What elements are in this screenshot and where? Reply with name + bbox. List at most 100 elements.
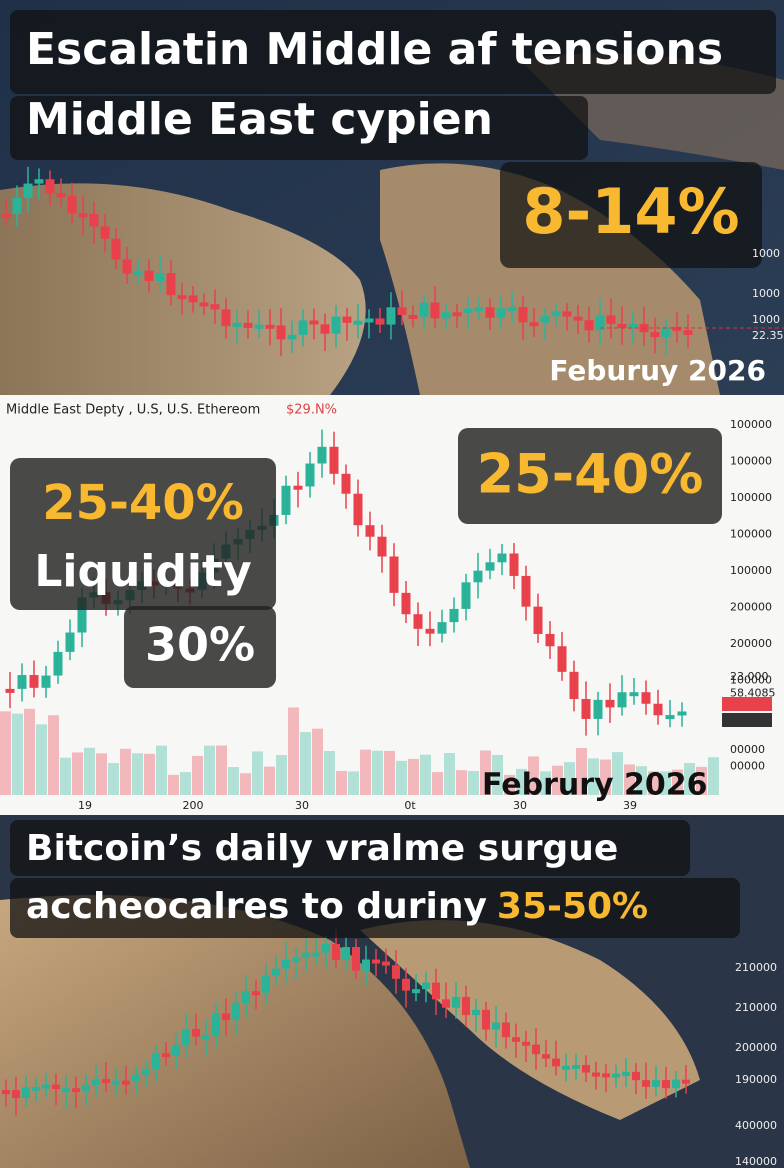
candle (242, 991, 250, 1004)
candle (188, 295, 198, 303)
candle (302, 952, 310, 958)
candle (262, 975, 270, 993)
candle (412, 989, 420, 994)
candle (650, 332, 660, 338)
candle (612, 1073, 620, 1078)
caption: accheocalres to duriny 35-50% (26, 886, 648, 927)
axis-label: 100000 (730, 455, 772, 468)
candle (82, 1084, 90, 1091)
candle (485, 562, 495, 571)
candle (282, 959, 290, 969)
volume-bar (600, 759, 611, 795)
price-tag (722, 697, 772, 711)
candle (42, 1084, 50, 1089)
candle (365, 525, 375, 537)
candle (67, 195, 77, 214)
candle (102, 1079, 110, 1084)
caption: Bitcoin’s daily vralme surgue (26, 828, 618, 869)
axis-label: 200000 (735, 1041, 777, 1054)
caption-text: accheocalres to duriny (26, 886, 487, 927)
caption-box (10, 820, 690, 876)
volume-bar (24, 708, 35, 795)
candle (533, 606, 543, 634)
axis-label: 23.000 (730, 670, 769, 683)
x-label: 19 (78, 799, 92, 812)
volume-bar (648, 771, 659, 795)
volume-bar (36, 724, 47, 795)
caption-box (10, 878, 740, 938)
axis-label: 00000 (730, 760, 765, 773)
volume-bar (396, 760, 407, 795)
candle (353, 493, 363, 526)
candle (221, 309, 231, 327)
candle (377, 536, 387, 557)
candle (210, 304, 220, 310)
candle (473, 570, 483, 583)
candle (497, 553, 507, 563)
axis-label: 100000 (730, 674, 772, 687)
candle (496, 308, 506, 318)
candle (232, 1003, 240, 1020)
stat-box (500, 162, 762, 268)
candle (29, 675, 39, 688)
candle (34, 179, 44, 184)
candle (23, 183, 33, 198)
volume-bar (132, 753, 143, 795)
candle (12, 197, 22, 214)
candle (364, 318, 374, 323)
volume-bar (192, 755, 203, 795)
volume-bar (288, 707, 299, 795)
candle (672, 1079, 680, 1089)
candle (142, 1068, 150, 1075)
volume-bar (576, 747, 587, 795)
volume-bar (264, 766, 275, 795)
candle (182, 1029, 190, 1045)
date: Februry 2026 (482, 768, 708, 803)
volume-bar (672, 769, 683, 795)
candle (452, 996, 460, 1008)
volume-bar (696, 766, 707, 795)
caption-highlight: 35-50% (497, 886, 648, 927)
candle (389, 556, 399, 593)
candle (422, 982, 430, 990)
title-box (10, 10, 776, 94)
volume-bar (444, 753, 455, 795)
candle (222, 1013, 230, 1020)
volume-bar (216, 745, 227, 795)
candle (62, 1088, 70, 1093)
axis-label: 200000 (730, 637, 772, 650)
candle (606, 315, 616, 324)
volume-bar (540, 771, 551, 795)
candle (2, 1090, 10, 1095)
title-line: Escalatin Middle af tensions (26, 24, 723, 75)
volume-bar (156, 745, 167, 795)
candle (502, 1022, 510, 1038)
candle (482, 1009, 490, 1030)
candle (437, 622, 447, 634)
candle (662, 1080, 670, 1089)
candle (287, 334, 297, 340)
candle (593, 699, 603, 719)
volume-bar (324, 751, 335, 795)
candle (557, 646, 567, 672)
candle (144, 270, 154, 282)
candle (352, 947, 360, 971)
candle (653, 703, 663, 716)
candle (522, 1041, 530, 1046)
candle (265, 324, 275, 329)
volume-bar (348, 771, 359, 795)
candle (542, 1054, 550, 1059)
candle (92, 1079, 100, 1085)
candle (392, 965, 400, 979)
axis-label: 190000 (735, 1073, 777, 1086)
volume-bar (492, 754, 503, 795)
candle (172, 1044, 180, 1056)
candle (425, 628, 435, 634)
candle (292, 957, 300, 962)
axis-label: 1000 (752, 313, 780, 326)
candle (41, 675, 51, 688)
candle (305, 463, 315, 487)
candle (641, 692, 651, 704)
candle (509, 553, 519, 576)
candle (89, 214, 99, 227)
